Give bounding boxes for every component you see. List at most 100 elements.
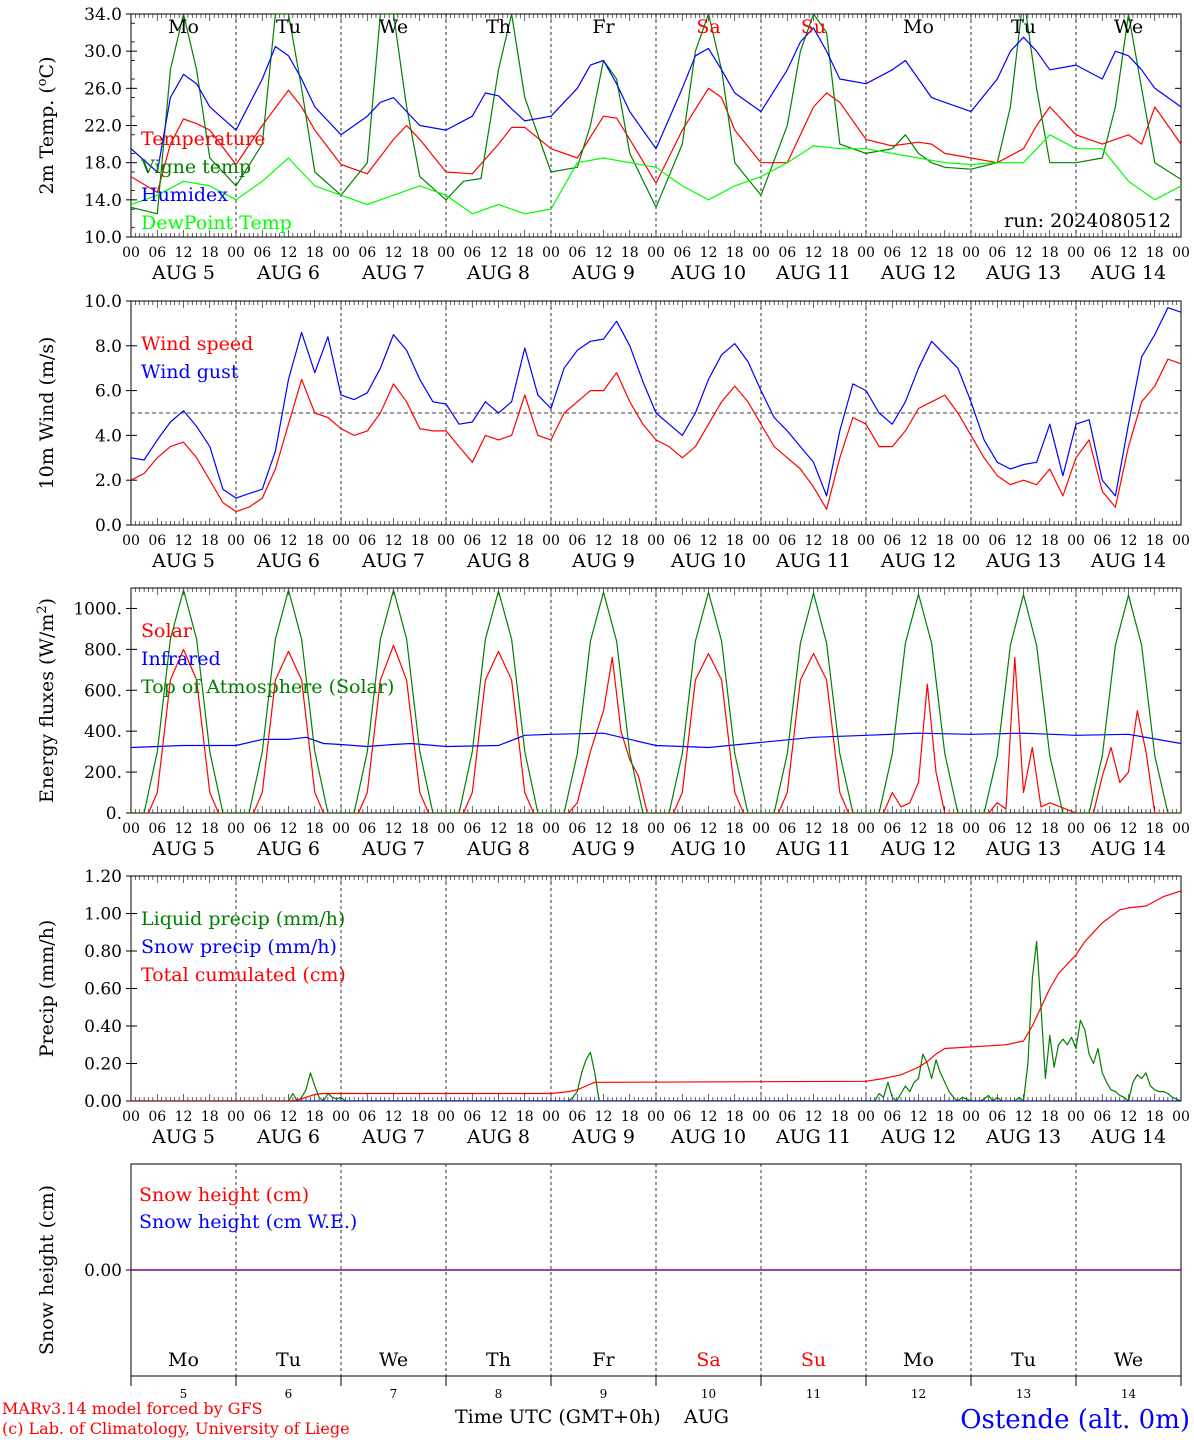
y-axis-label: Snow height (cm) <box>36 1185 58 1355</box>
hour-label: 00 <box>647 245 665 261</box>
hour-label: 18 <box>306 245 324 261</box>
hour-label: 12 <box>1120 245 1138 261</box>
legend-entry: Snow height (cm) <box>139 1184 309 1206</box>
legend-entry: Liquid precip (mm/h) <box>141 908 345 930</box>
hour-label: 00 <box>857 821 875 837</box>
hour-label: 12 <box>805 821 823 837</box>
hour-label: 18 <box>831 245 849 261</box>
panel-1: 10.0 14.0 18.0 22.0 26.0 30.0 34.0 2m Temp. (oC… <box>35 5 1190 284</box>
y-tick-label: 8.0 <box>95 337 122 357</box>
day-number-label: 9 <box>600 1387 608 1401</box>
legend-entry: Infrared <box>141 648 221 670</box>
hour-label: 18 <box>411 1109 429 1125</box>
date-label: AUG 8 <box>466 1126 530 1148</box>
date-label: AUG 7 <box>361 838 425 860</box>
series-dewpoint-temp <box>131 134 1181 215</box>
y-tick-label: 400. <box>84 722 122 742</box>
hour-label: 06 <box>778 533 796 549</box>
hour-label: 12 <box>910 1109 928 1125</box>
model-credit: MARv3.14 model forced by GFS <box>2 1399 263 1418</box>
hour-label: 18 <box>936 1109 954 1125</box>
y-tick-label: 0.60 <box>84 980 122 1000</box>
day-number-label: 12 <box>911 1387 926 1401</box>
y-tick-label: 30.0 <box>84 42 122 62</box>
hour-label: 06 <box>148 533 166 549</box>
hour-label: 18 <box>726 245 744 261</box>
series-wind-gust <box>131 307 1181 499</box>
hour-label: 00 <box>752 1109 770 1125</box>
date-label: AUG 6 <box>256 262 320 284</box>
hour-label: 00 <box>122 533 140 549</box>
hour-label: 12 <box>1015 1109 1033 1125</box>
hour-label: 18 <box>1146 1109 1164 1125</box>
y-tick-label: 0.00 <box>84 1261 122 1281</box>
y-tick-label: 26.0 <box>84 79 122 99</box>
hour-label: 06 <box>253 533 271 549</box>
hour-label: 18 <box>936 245 954 261</box>
day-number-label: 7 <box>390 1387 398 1401</box>
y-axis-label: 2m Temp. (oC) <box>35 56 58 194</box>
legend-entry: Snow precip (mm/h) <box>141 936 337 958</box>
hour-label: 00 <box>437 1109 455 1125</box>
y-axis-label-degree: o <box>35 78 50 86</box>
hour-label: 12 <box>805 533 823 549</box>
hour-label: 12 <box>700 1109 718 1125</box>
hour-label: 12 <box>175 1109 193 1125</box>
series-total-cumulated-cm <box>131 890 1181 1101</box>
series-liquid-precip-mm-h <box>131 940 1181 1101</box>
hour-label: 18 <box>516 245 534 261</box>
hour-label: 18 <box>621 245 639 261</box>
hour-label: 00 <box>542 533 560 549</box>
hour-label: 06 <box>673 533 691 549</box>
y-tick-label: 0.00 <box>84 1092 122 1112</box>
hour-label: 12 <box>910 245 928 261</box>
date-label: AUG 11 <box>775 838 851 860</box>
hour-label: 12 <box>385 1109 403 1125</box>
y-tick-label: 0.40 <box>84 1017 122 1037</box>
series-group <box>131 589 1181 813</box>
hour-label: 12 <box>700 533 718 549</box>
hour-label: 00 <box>647 533 665 549</box>
y-tick-label: 6.0 <box>95 382 122 402</box>
date-label: AUG 11 <box>775 550 851 572</box>
lab-credit: (c) Lab. of Climatology, University of L… <box>2 1419 350 1438</box>
y-axis-label: 10m Wind (m/s) <box>36 337 58 490</box>
weekday-label: Su <box>801 1349 826 1371</box>
hour-label: 06 <box>988 1109 1006 1125</box>
weekday-label: Th <box>486 1349 511 1371</box>
y-tick-label: 0.80 <box>84 942 122 962</box>
weekday-label: We <box>379 1349 408 1371</box>
day-number-label: 13 <box>1016 1387 1031 1401</box>
hour-label: 06 <box>883 533 901 549</box>
date-label: AUG 12 <box>880 838 956 860</box>
hour-label: 00 <box>752 821 770 837</box>
hour-label: 18 <box>726 821 744 837</box>
hour-label: 06 <box>883 821 901 837</box>
hour-label: 06 <box>778 245 796 261</box>
hour-label: 06 <box>988 245 1006 261</box>
hour-label: 06 <box>1093 1109 1111 1125</box>
hour-label: 00 <box>332 245 350 261</box>
hour-label: 18 <box>831 1109 849 1125</box>
y-tick-label: 800. <box>84 640 122 660</box>
date-label: AUG 14 <box>1090 1126 1166 1148</box>
hour-label: 00 <box>1067 821 1085 837</box>
hour-label: 12 <box>595 1109 613 1125</box>
hour-label: 12 <box>595 533 613 549</box>
hour-label: 06 <box>778 821 796 837</box>
day-number-label: 8 <box>495 1387 503 1401</box>
hour-label: 12 <box>490 821 508 837</box>
series-wind-speed <box>131 358 1181 513</box>
y-tick-label: 10.0 <box>84 228 122 248</box>
date-label: AUG 11 <box>775 1126 851 1148</box>
date-label: AUG 6 <box>256 550 320 572</box>
series-vigne-temp <box>131 14 1181 215</box>
hour-label: 18 <box>1041 533 1059 549</box>
date-label: AUG 6 <box>256 1126 320 1148</box>
panel-frame <box>130 13 1182 238</box>
date-label: AUG 10 <box>670 550 746 572</box>
legend-entry: Total cumulated (cm) <box>141 964 346 986</box>
hour-label: 06 <box>148 821 166 837</box>
hour-label: 18 <box>726 1109 744 1125</box>
